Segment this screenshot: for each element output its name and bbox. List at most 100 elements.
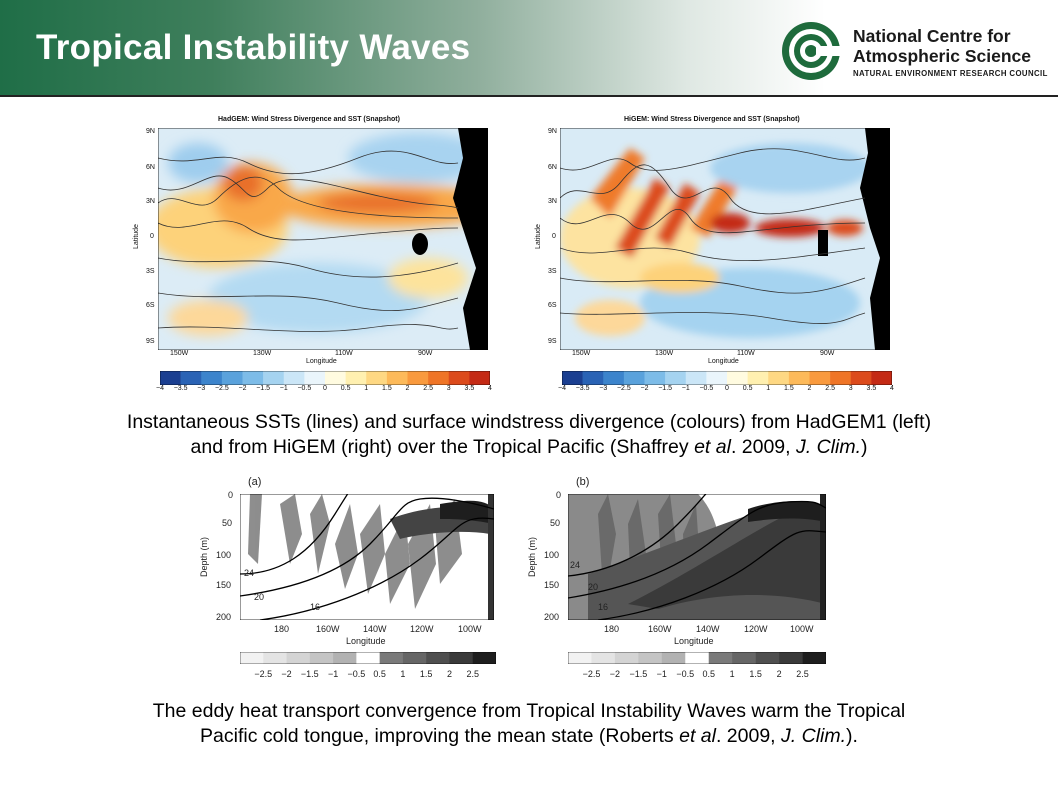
colorbar-label: −1.5 <box>658 385 673 392</box>
depth-a-xtick: 160W <box>316 624 340 634</box>
colorbar-swatch <box>221 371 243 385</box>
colorbar-label: −3 <box>599 385 608 392</box>
colorbar-swatch <box>603 371 625 385</box>
higem-ytick: 6N <box>548 164 557 171</box>
colorbar-swatch <box>333 652 357 664</box>
colorbar-swatch <box>286 652 311 664</box>
colorbar-swatch <box>591 652 616 664</box>
colorbar-label: −3 <box>197 385 206 392</box>
slide-title: Tropical Instability Waves <box>36 28 471 67</box>
depth-a-xtick: 140W <box>363 624 387 634</box>
colorbar-label: 0 <box>725 385 729 392</box>
caption-maps: Instantaneous SSTs (lines) and surface w… <box>20 410 1038 460</box>
hadgem-xtick: 150W <box>170 350 189 357</box>
colorbar-label: −0.5 <box>347 669 366 679</box>
colorbar-label: 0 <box>323 385 327 392</box>
depth-b-colorbar-labels: −2.5 −2 −1.5 −1 −0.5 0.5 1 1.5 2 2.5 <box>568 669 826 681</box>
hadgem-ytick: 3S <box>146 268 155 275</box>
colorbar-label: 1.5 <box>749 669 762 679</box>
colorbar-swatch <box>426 652 450 664</box>
hadgem-ytick: 0 <box>150 233 154 240</box>
colorbar-label: −0.5 <box>297 385 312 392</box>
depth-a-xtick: 100W <box>458 624 482 634</box>
higem-xlabel: Longitude <box>708 358 739 365</box>
depth-b-ytick: 150 <box>544 580 560 590</box>
colorbar-swatch <box>402 652 427 664</box>
colorbar-label: 1 <box>364 385 369 392</box>
colorbar-swatch <box>562 371 583 385</box>
colorbar-swatch <box>665 371 687 385</box>
logo-line-1: National Centre for <box>853 26 1011 46</box>
colorbar-label: 2 <box>405 385 410 392</box>
colorbar-label: −1 <box>681 385 690 392</box>
depth-a-colorbar-labels: −2.5 −2 −1.5 −1 −0.5 0.5 1 1.5 2 2.5 <box>240 669 496 681</box>
colorbar-label: 2.5 <box>825 385 835 392</box>
colorbar-label: −2 <box>238 385 247 392</box>
colorbar-label: 1 <box>729 669 735 679</box>
hadgem-map-title: HadGEM: Wind Stress Divergence and SST (… <box>218 116 400 123</box>
colorbar-label: 2 <box>776 669 782 679</box>
colorbar-label: −3.5 <box>575 385 590 392</box>
colorbar-swatch <box>449 652 474 664</box>
colorbar-label: 2 <box>807 385 812 392</box>
logo-line-2: Atmospheric Science <box>853 46 1031 66</box>
colorbar-swatch <box>448 371 470 385</box>
colorbar-label: 1.5 <box>382 385 392 392</box>
colorbar-swatch <box>160 371 181 385</box>
colorbar-label: 0.5 <box>702 669 715 679</box>
depth-b-xtick: 100W <box>790 624 814 634</box>
higem-map-panel: HiGEM: Wind Stress Divergence and SST (S… <box>532 108 902 398</box>
depth-b-xtick: 120W <box>744 624 768 634</box>
colorbar-label: −0.5 <box>676 669 695 679</box>
higem-ytick: 3S <box>548 268 557 275</box>
depth-a-ytick: 100 <box>216 550 232 560</box>
colorbar-swatch <box>201 371 223 385</box>
colorbar-swatch <box>685 371 707 385</box>
contour-label-a: 20 <box>254 592 265 602</box>
depth-a-ytick: 0 <box>228 490 234 500</box>
colorbar-swatch <box>614 652 639 664</box>
colorbar-swatch <box>708 652 733 664</box>
colorbar-label: 4 <box>488 385 492 392</box>
caption-maps-line-2: and from HiGEM (right) over the Tropical… <box>190 436 868 458</box>
colorbar-label: 3.5 <box>464 385 475 392</box>
colorbar-swatch <box>180 371 202 385</box>
colorbar-swatch <box>304 371 326 385</box>
colorbar-label: −2.5 <box>616 385 631 392</box>
higem-ytick: 0 <box>552 233 556 240</box>
depth-b-xlabel: Longitude <box>674 636 714 646</box>
hadgem-ytick: 6S <box>146 302 155 309</box>
colorbar-label: −4 <box>558 385 566 392</box>
colorbar-swatch <box>788 371 810 385</box>
colorbar-label: −4 <box>156 385 164 392</box>
depth-b-xtick: 180 <box>604 624 620 634</box>
colorbar-swatch <box>850 371 872 385</box>
caption-depth: The eddy heat transport convergence from… <box>20 699 1038 749</box>
higem-ylabel: Latitude <box>534 224 542 249</box>
higem-xtick: 110W <box>737 350 755 357</box>
colorbar-swatch <box>644 371 666 385</box>
colorbar-swatch <box>379 652 404 664</box>
colorbar-label: 3 <box>848 385 853 392</box>
contour-label-b: 24 <box>570 560 581 570</box>
higem-ytick: 3N <box>548 198 557 205</box>
hadgem-colorbar-labels: −4 −3.5 −3 −2.5 −2 −1.5 −1 −0.5 0 0.5 1 1.5 2 2.5 3 3.5… <box>156 385 492 395</box>
colorbar-swatch <box>309 652 334 664</box>
colorbar-swatch <box>706 371 728 385</box>
colorbar-swatch <box>685 652 710 664</box>
higem-map-plot <box>560 128 890 350</box>
higem-colorbar-labels: −4 −3.5 −3 −2.5 −2 −1.5 −1 −0.5 0 0.5 1 1.5 2 2.5 3 3.5… <box>558 385 894 395</box>
depth-plot-a <box>240 494 494 620</box>
panel-a-letter: (a) <box>248 476 262 488</box>
caption-maps-line-1: Instantaneous SSTs (lines) and surface w… <box>126 411 932 433</box>
colorbar-swatch <box>727 371 748 385</box>
depth-b-colorbar <box>568 652 826 664</box>
hadgem-xlabel: Longitude <box>306 358 337 365</box>
higem-xtick: 150W <box>572 350 591 357</box>
colorbar-label: 1.5 <box>419 669 433 679</box>
colorbar-swatch <box>386 371 408 385</box>
contour-label-b: 16 <box>598 602 609 612</box>
hadgem-colorbar <box>160 371 490 385</box>
colorbar-swatch <box>779 652 803 664</box>
depth-a-ytick: 150 <box>216 580 232 590</box>
